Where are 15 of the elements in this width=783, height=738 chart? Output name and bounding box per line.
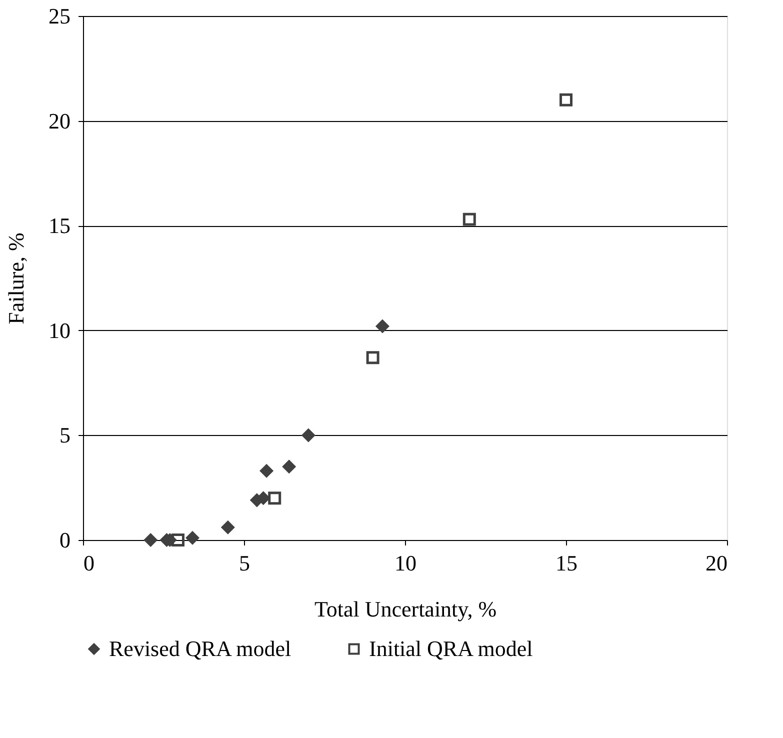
y-tick-label: 5: [60, 422, 70, 448]
y-tick-label: 25: [48, 4, 70, 28]
x-tick-label: 5: [239, 550, 250, 576]
x-tick-label: 0: [84, 550, 94, 576]
x-tick-label: 15: [556, 550, 578, 576]
legend-label: Initial QRA model: [369, 636, 533, 661]
y-tick-label: 15: [48, 213, 70, 238]
x-tick-label: 20: [706, 550, 728, 576]
y-tick-label: 10: [48, 318, 70, 343]
x-axis-title: Total Uncertainty, %: [314, 596, 497, 622]
legend-label: Revised QRA model: [109, 636, 292, 661]
y-axis-title: Failure, %: [4, 232, 28, 324]
y-tick-label: 20: [48, 108, 70, 134]
x-tick-label: 10: [394, 550, 416, 576]
y-tick-label: 0: [60, 528, 70, 552]
